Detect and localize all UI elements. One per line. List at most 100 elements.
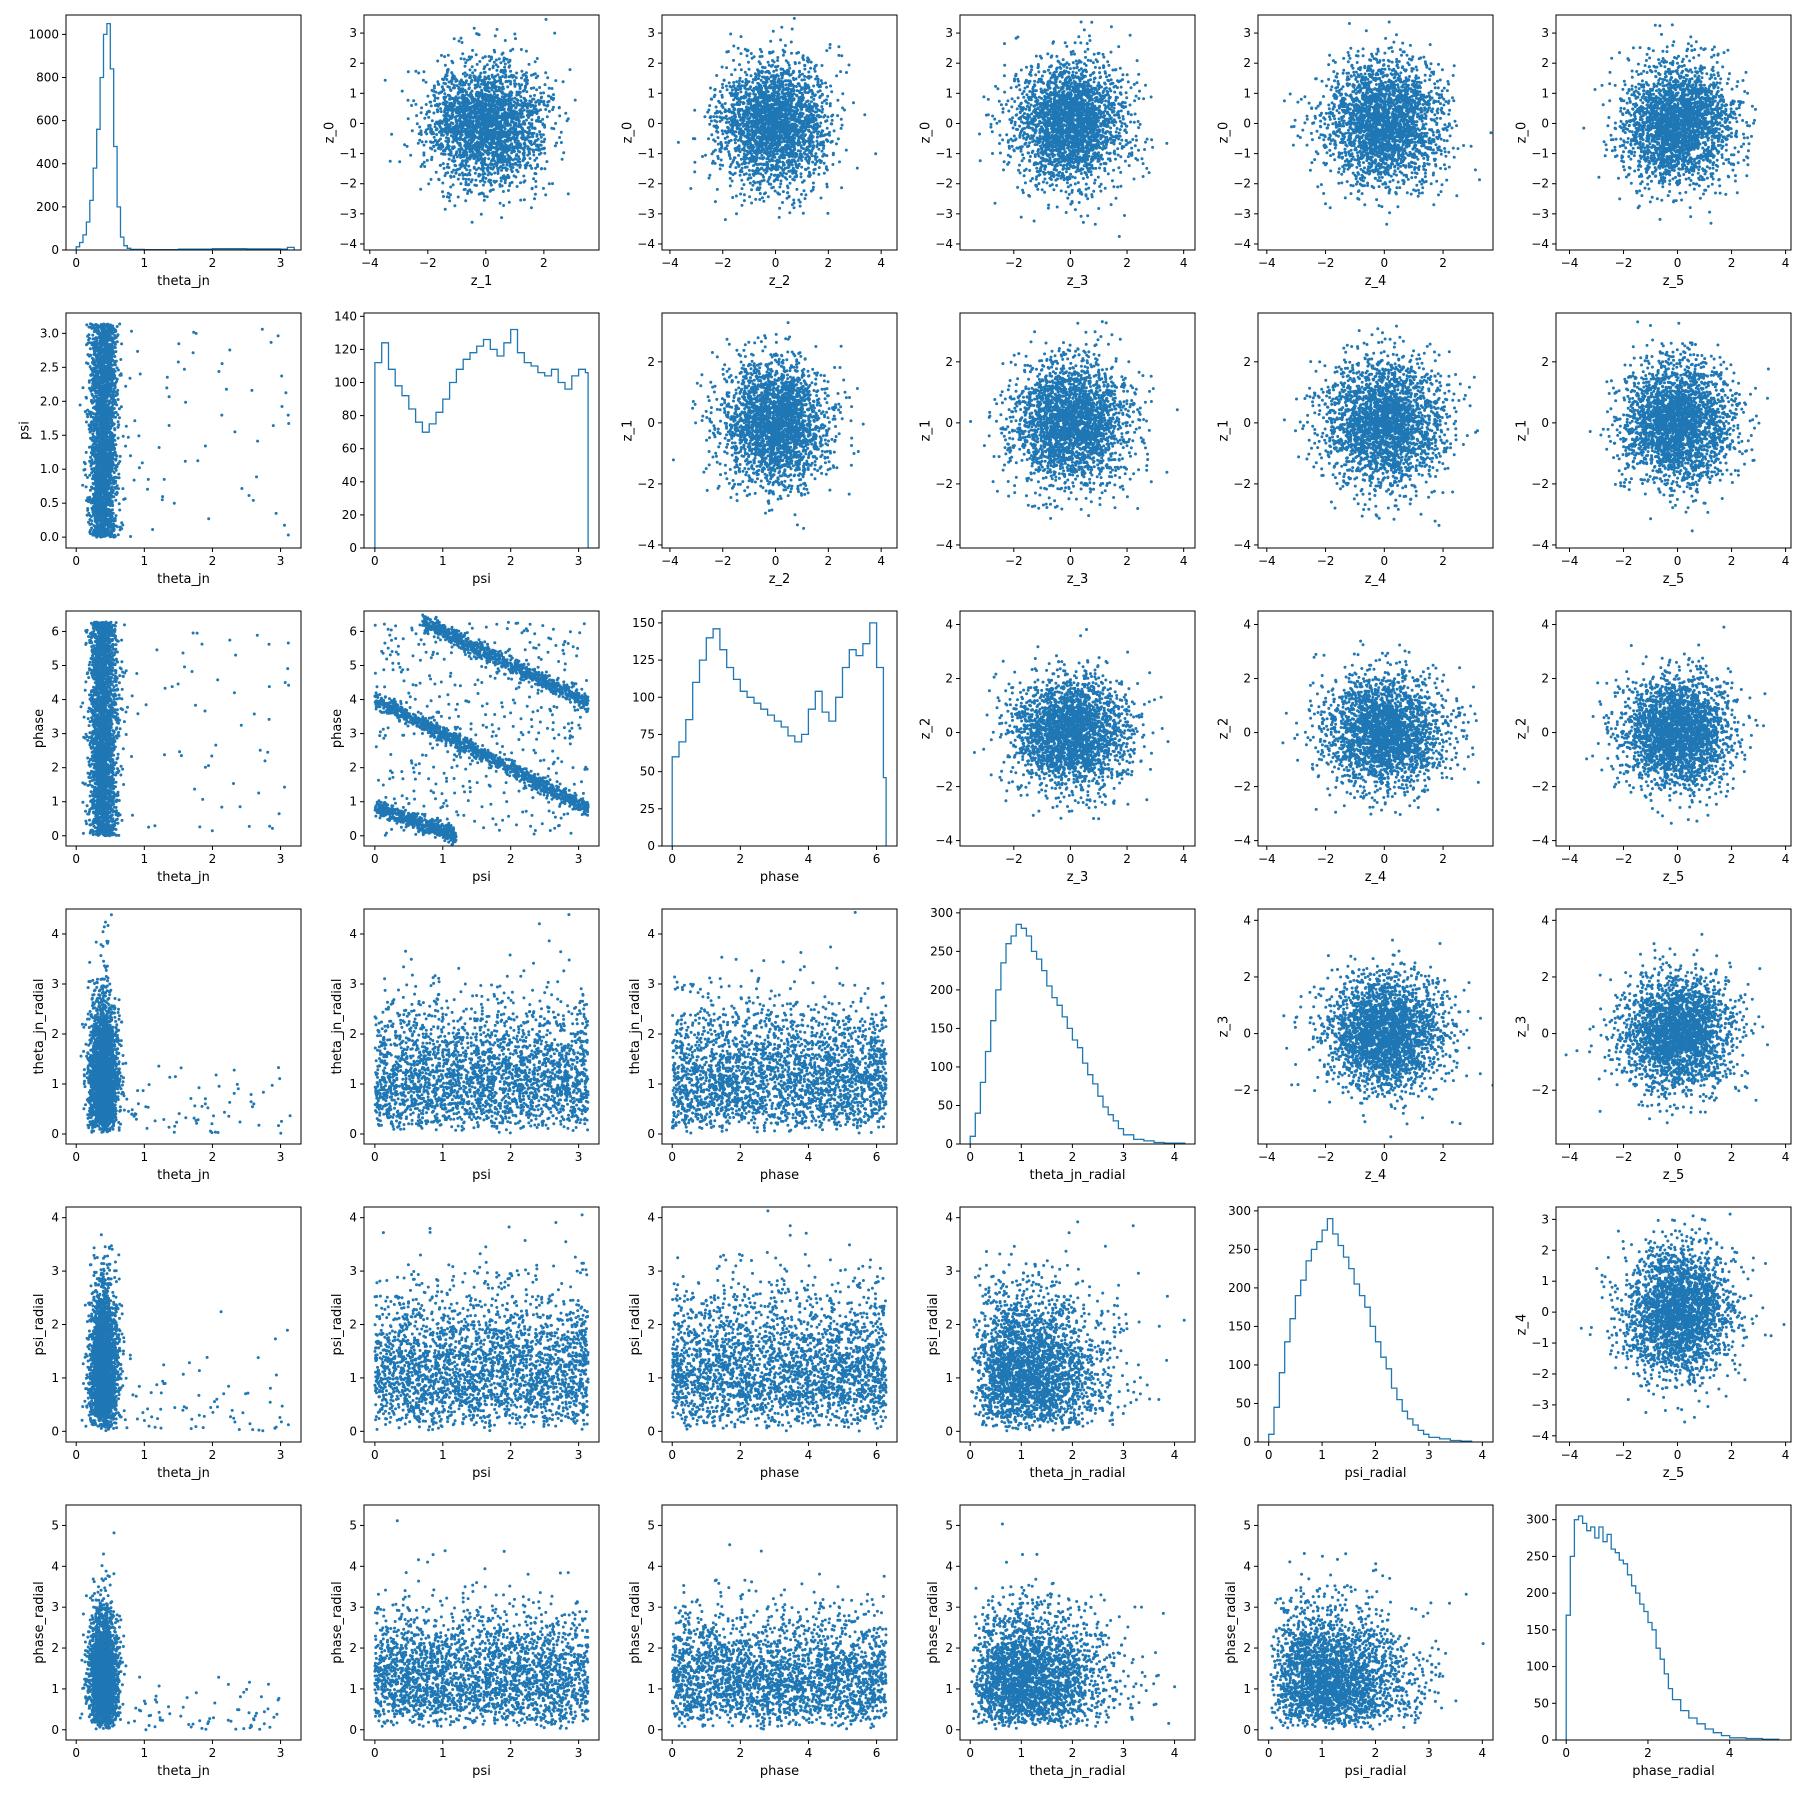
scatter-point	[499, 105, 502, 108]
scatter-point	[482, 120, 485, 123]
scatter-point	[474, 104, 477, 107]
scatter-point	[467, 183, 470, 186]
scatter-point	[729, 184, 732, 187]
scatter-point	[783, 50, 786, 53]
scatter-point	[741, 187, 744, 190]
scatter-point	[720, 144, 723, 147]
scatter-point	[543, 167, 546, 170]
scatter-point	[445, 78, 448, 81]
scatter-point	[788, 67, 791, 70]
scatter-point	[733, 131, 736, 134]
scatter-point	[740, 52, 743, 55]
scatter-point	[483, 167, 486, 170]
scatter-point	[790, 52, 793, 55]
scatter-point	[463, 58, 466, 61]
scatter-point	[813, 94, 816, 97]
scatter-point	[527, 146, 530, 149]
scatter-point	[739, 90, 742, 93]
scatter-point	[442, 162, 445, 165]
scatter-point	[745, 153, 748, 156]
scatter-point	[558, 106, 561, 109]
scatter-point	[442, 78, 445, 81]
scatter-point	[801, 95, 804, 98]
scatter-point	[443, 167, 446, 170]
scatter-point	[528, 129, 531, 132]
scatter-point	[837, 137, 840, 140]
scatter-point	[498, 76, 501, 79]
scatter-point	[760, 120, 763, 123]
scatter-point	[464, 124, 467, 127]
scatter-point	[441, 190, 444, 193]
scatter-point	[760, 79, 763, 82]
scatter-point	[517, 140, 520, 143]
scatter-point	[812, 186, 815, 189]
scatter-point	[761, 146, 764, 149]
scatter-point	[717, 136, 720, 139]
scatter-point	[495, 180, 498, 183]
scatter-point	[758, 139, 761, 142]
scatter-point	[519, 199, 522, 202]
scatter-point	[782, 164, 785, 167]
scatter-point	[448, 145, 451, 148]
scatter-point	[729, 85, 732, 88]
scatter-point	[459, 126, 462, 129]
scatter-point	[731, 89, 734, 92]
scatter-point	[535, 157, 538, 160]
scatter-point	[423, 161, 426, 164]
scatter-point	[750, 202, 753, 205]
scatter-point	[433, 136, 436, 139]
scatter-point	[471, 105, 474, 108]
scatter-point	[538, 86, 541, 89]
scatter-point	[811, 126, 814, 129]
scatter-point	[792, 70, 795, 73]
scatter-point	[820, 197, 823, 200]
scatter-point	[734, 156, 737, 159]
scatter-point	[751, 184, 754, 187]
scatter-point	[465, 168, 468, 171]
scatter-point	[501, 86, 504, 89]
scatter-point	[473, 107, 476, 110]
scatter-point	[520, 77, 523, 80]
scatter-point	[743, 193, 746, 196]
scatter-point	[491, 151, 494, 154]
scatter-point	[693, 109, 696, 112]
scatter-point	[561, 158, 564, 161]
scatter-point	[810, 121, 813, 124]
scatter-point	[746, 143, 749, 146]
scatter-point	[829, 43, 832, 46]
scatter-point	[466, 116, 469, 119]
scatter-point	[746, 49, 749, 52]
scatter-point	[469, 68, 472, 71]
scatter-point	[737, 103, 740, 106]
scatter-point	[794, 156, 797, 159]
scatter-point	[554, 144, 557, 147]
scatter-point	[493, 140, 496, 143]
scatter-point	[480, 157, 483, 160]
scatter-point	[494, 162, 497, 165]
scatter-point	[760, 116, 763, 119]
scatter-point	[828, 46, 831, 49]
scatter-point	[440, 54, 443, 57]
scatter-point	[403, 143, 406, 146]
scatter-point	[816, 114, 819, 117]
scatter-point	[468, 172, 471, 175]
scatter-point	[755, 74, 758, 77]
scatter-point	[434, 149, 437, 152]
scatter-point	[504, 63, 507, 66]
scatter-point	[788, 74, 791, 77]
scatter-point	[546, 101, 549, 104]
scatter-point	[501, 82, 504, 85]
scatter-point	[430, 141, 433, 144]
scatter-point	[759, 157, 762, 160]
scatter-point	[816, 144, 819, 147]
scatter-point	[774, 78, 777, 81]
scatter-point	[719, 150, 722, 153]
scatter-point	[786, 114, 789, 117]
scatter-point	[799, 152, 802, 155]
scatter-point	[493, 61, 496, 64]
scatter-point	[487, 164, 490, 167]
scatter-point	[745, 78, 748, 81]
scatter-point	[450, 117, 453, 120]
scatter-point	[742, 140, 745, 143]
